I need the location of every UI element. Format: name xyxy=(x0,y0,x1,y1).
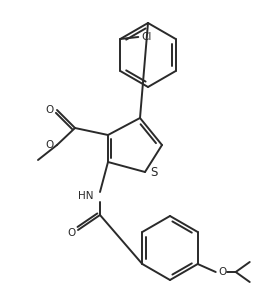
Text: Cl: Cl xyxy=(141,32,152,42)
Text: HN: HN xyxy=(78,191,94,201)
Text: O: O xyxy=(46,105,54,115)
Text: O: O xyxy=(67,228,75,238)
Text: O: O xyxy=(219,267,227,277)
Text: S: S xyxy=(150,167,158,179)
Text: O: O xyxy=(46,140,54,150)
